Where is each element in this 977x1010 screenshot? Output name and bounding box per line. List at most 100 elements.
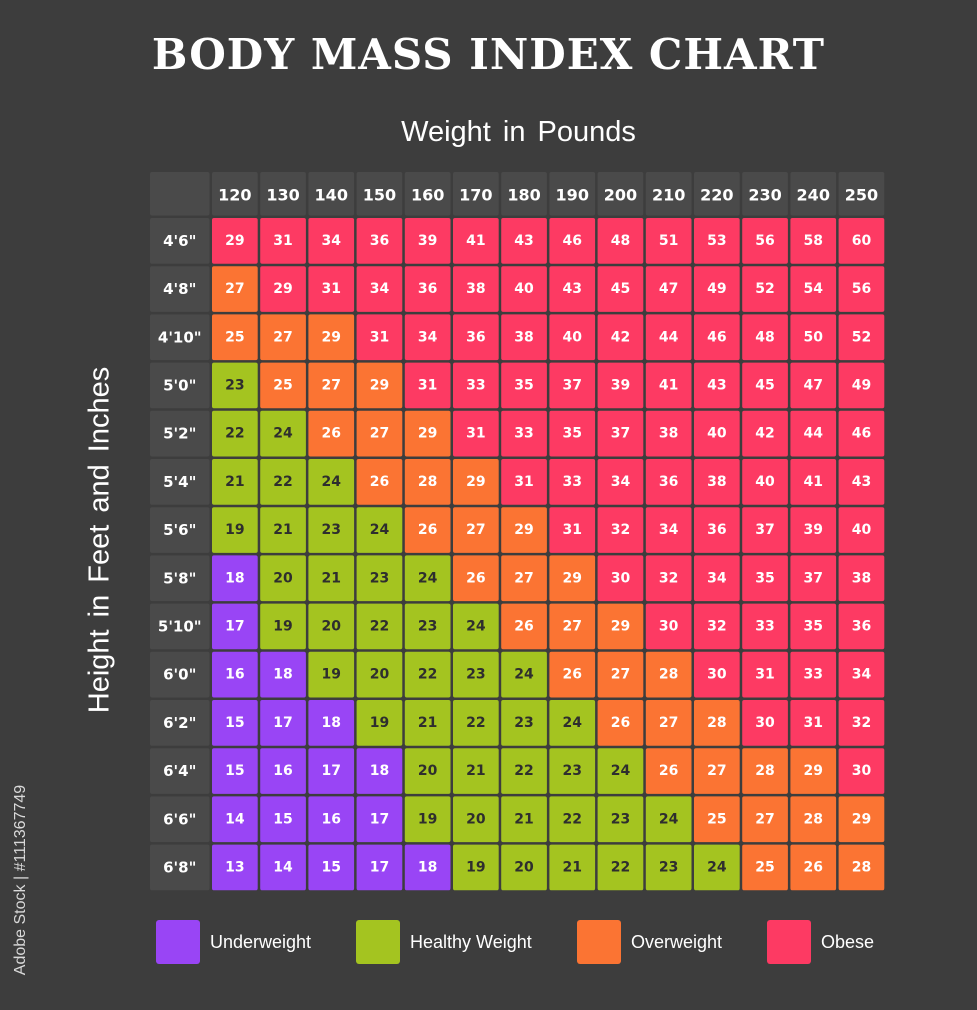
bmi-cell bbox=[501, 410, 547, 457]
bmi-cell bbox=[260, 651, 306, 698]
bmi-value: 42 bbox=[611, 329, 630, 345]
bmi-value: 17 bbox=[370, 811, 389, 827]
bmi-cell bbox=[501, 555, 547, 602]
bmi-cell bbox=[453, 218, 499, 264]
bmi-cell bbox=[356, 362, 403, 409]
bmi-cell bbox=[260, 796, 306, 843]
bmi-value: 26 bbox=[418, 522, 437, 538]
bmi-value: 40 bbox=[514, 281, 534, 297]
bmi-value: 20 bbox=[370, 667, 390, 683]
bmi-value: 19 bbox=[273, 618, 292, 634]
bmi-cell bbox=[694, 410, 740, 457]
bmi-value: 46 bbox=[707, 329, 726, 345]
height-header-cell bbox=[150, 362, 210, 409]
bmi-cell bbox=[742, 314, 788, 361]
bmi-cell bbox=[645, 651, 692, 698]
bmi-value: 21 bbox=[563, 859, 582, 875]
bmi-cell bbox=[694, 700, 740, 746]
bmi-value: 27 bbox=[755, 811, 774, 827]
bmi-value: 26 bbox=[514, 618, 533, 634]
bmi-value: 25 bbox=[707, 811, 726, 827]
bmi-cell bbox=[742, 218, 788, 264]
bmi-value: 22 bbox=[273, 474, 292, 490]
bmi-value: 22 bbox=[418, 667, 437, 683]
bmi-cell bbox=[838, 266, 885, 312]
bmi-cell bbox=[404, 459, 451, 505]
height-header-cell bbox=[150, 700, 210, 746]
bmi-cell bbox=[404, 796, 451, 843]
legend-label-obese: Obese bbox=[821, 931, 875, 952]
bmi-value: 35 bbox=[755, 570, 774, 586]
bmi-value: 40 bbox=[707, 426, 727, 442]
bmi-value: 24 bbox=[563, 715, 583, 731]
bmi-value: 26 bbox=[370, 474, 389, 490]
bmi-cell bbox=[453, 507, 499, 553]
bmi-value: 18 bbox=[273, 667, 292, 683]
bmi-cell bbox=[404, 362, 451, 409]
height-header-label: 5'10" bbox=[158, 617, 202, 635]
bmi-cell bbox=[212, 555, 258, 602]
bmi-cell bbox=[645, 555, 692, 602]
bmi-cell bbox=[260, 555, 306, 602]
bmi-cell bbox=[501, 844, 547, 891]
bmi-value: 31 bbox=[322, 281, 341, 297]
bmi-value: 58 bbox=[804, 233, 823, 249]
bmi-cell bbox=[838, 459, 885, 505]
bmi-value: 47 bbox=[659, 281, 678, 297]
bmi-cell bbox=[260, 700, 306, 746]
bmi-value: 34 bbox=[659, 522, 679, 538]
bmi-value: 40 bbox=[755, 474, 775, 490]
bmi-cell bbox=[404, 603, 451, 650]
bmi-value: 29 bbox=[852, 811, 871, 827]
weight-header-label: 250 bbox=[845, 185, 878, 204]
bmi-cell bbox=[549, 507, 596, 553]
bmi-cell bbox=[356, 651, 403, 698]
bmi-value: 22 bbox=[611, 859, 630, 875]
bmi-value: 27 bbox=[225, 281, 244, 297]
bmi-cell bbox=[356, 507, 403, 553]
height-header-cell bbox=[150, 603, 210, 650]
bmi-value: 20 bbox=[273, 570, 293, 586]
bmi-cell bbox=[260, 218, 306, 264]
height-header-cell bbox=[150, 796, 210, 843]
height-header-label: 4'10" bbox=[158, 328, 202, 346]
bmi-value: 15 bbox=[322, 859, 341, 875]
bmi-value: 16 bbox=[273, 763, 292, 779]
weight-header-cell bbox=[790, 172, 837, 216]
bmi-cell bbox=[549, 748, 596, 794]
bmi-value: 24 bbox=[370, 522, 390, 538]
bmi-value: 23 bbox=[659, 859, 678, 875]
bmi-value: 35 bbox=[804, 618, 823, 634]
weight-header-label: 160 bbox=[411, 185, 444, 204]
bmi-value: 22 bbox=[563, 811, 582, 827]
bmi-cell bbox=[453, 410, 499, 457]
bmi-cell bbox=[308, 362, 355, 409]
bmi-cell bbox=[838, 555, 885, 602]
bmi-value: 27 bbox=[659, 715, 678, 731]
bmi-value: 34 bbox=[322, 233, 342, 249]
bmi-cell bbox=[453, 266, 499, 312]
weight-header-label: 230 bbox=[748, 185, 781, 204]
bmi-value: 43 bbox=[514, 233, 533, 249]
bmi-cell bbox=[453, 748, 499, 794]
bmi-cell bbox=[501, 314, 547, 361]
bmi-cell bbox=[694, 796, 740, 843]
bmi-cell bbox=[308, 748, 355, 794]
bmi-cell bbox=[597, 796, 644, 843]
bmi-value: 27 bbox=[707, 763, 726, 779]
bmi-value: 19 bbox=[225, 522, 244, 538]
bmi-value: 24 bbox=[466, 618, 486, 634]
corner-cell bbox=[150, 172, 210, 216]
bmi-value: 56 bbox=[755, 233, 774, 249]
bmi-value: 45 bbox=[755, 377, 774, 393]
bmi-value: 38 bbox=[659, 426, 678, 442]
bmi-cell bbox=[549, 410, 596, 457]
bmi-value: 36 bbox=[707, 522, 726, 538]
height-header-cell bbox=[150, 507, 210, 553]
bmi-cell bbox=[453, 796, 499, 843]
bmi-cell bbox=[501, 700, 547, 746]
bmi-value: 33 bbox=[804, 667, 823, 683]
bmi-cell bbox=[742, 748, 788, 794]
bmi-value: 28 bbox=[852, 859, 871, 875]
weight-header-cell bbox=[645, 172, 692, 216]
